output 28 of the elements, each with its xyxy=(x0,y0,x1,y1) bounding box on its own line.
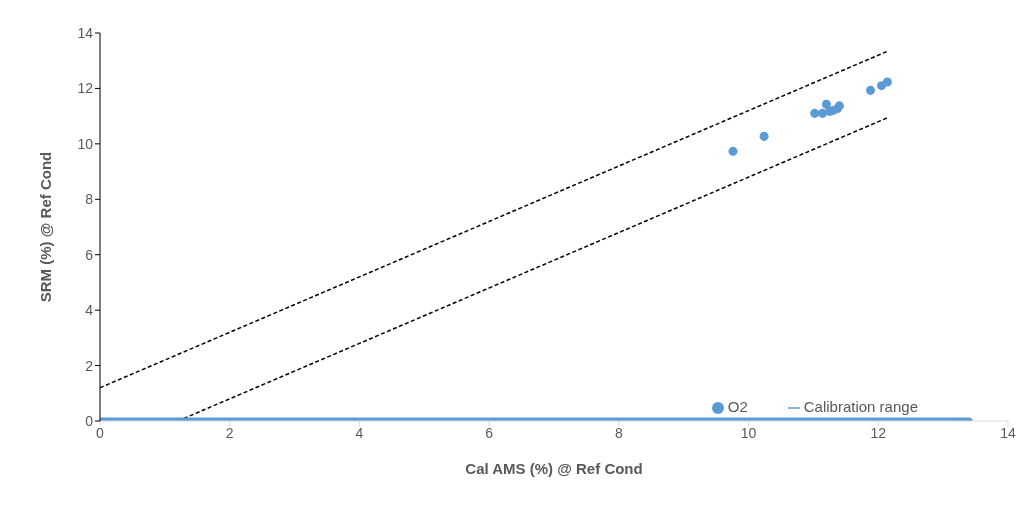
x-tick-label: 6 xyxy=(485,424,494,441)
x-tick-label: 12 xyxy=(870,424,887,441)
y-tick-label: 0 xyxy=(85,412,94,429)
y-axis-title: SRM (%) @ Ref Cond xyxy=(37,151,55,303)
x-tick-label: 2 xyxy=(225,424,234,441)
y-tick-label: 14 xyxy=(77,24,94,41)
y-tick-label: 6 xyxy=(85,246,94,263)
x-tick-label: 8 xyxy=(614,424,623,441)
legend-label: Calibration range xyxy=(803,398,918,415)
point xyxy=(865,85,876,95)
x-tick-label: 0 xyxy=(96,424,105,441)
point xyxy=(877,81,887,91)
y-tick-label: 2 xyxy=(85,357,94,374)
x-tick-label: 4 xyxy=(355,424,364,441)
x-tick-label: 10 xyxy=(740,424,757,441)
point xyxy=(882,77,892,87)
x-axis-title: Cal AMS (%) @ Ref Cond xyxy=(465,460,643,477)
y-tick-label: 4 xyxy=(85,302,94,319)
legend-label: O2 xyxy=(727,398,748,415)
point xyxy=(821,99,831,109)
y-tick-label: 12 xyxy=(77,80,94,97)
point xyxy=(817,108,828,118)
point xyxy=(728,146,738,156)
point xyxy=(810,108,820,118)
point xyxy=(759,131,769,141)
y-tick-label: 8 xyxy=(85,191,94,208)
x-tick-label: 14 xyxy=(1000,424,1016,441)
y-tick-label: 10 xyxy=(77,135,94,152)
